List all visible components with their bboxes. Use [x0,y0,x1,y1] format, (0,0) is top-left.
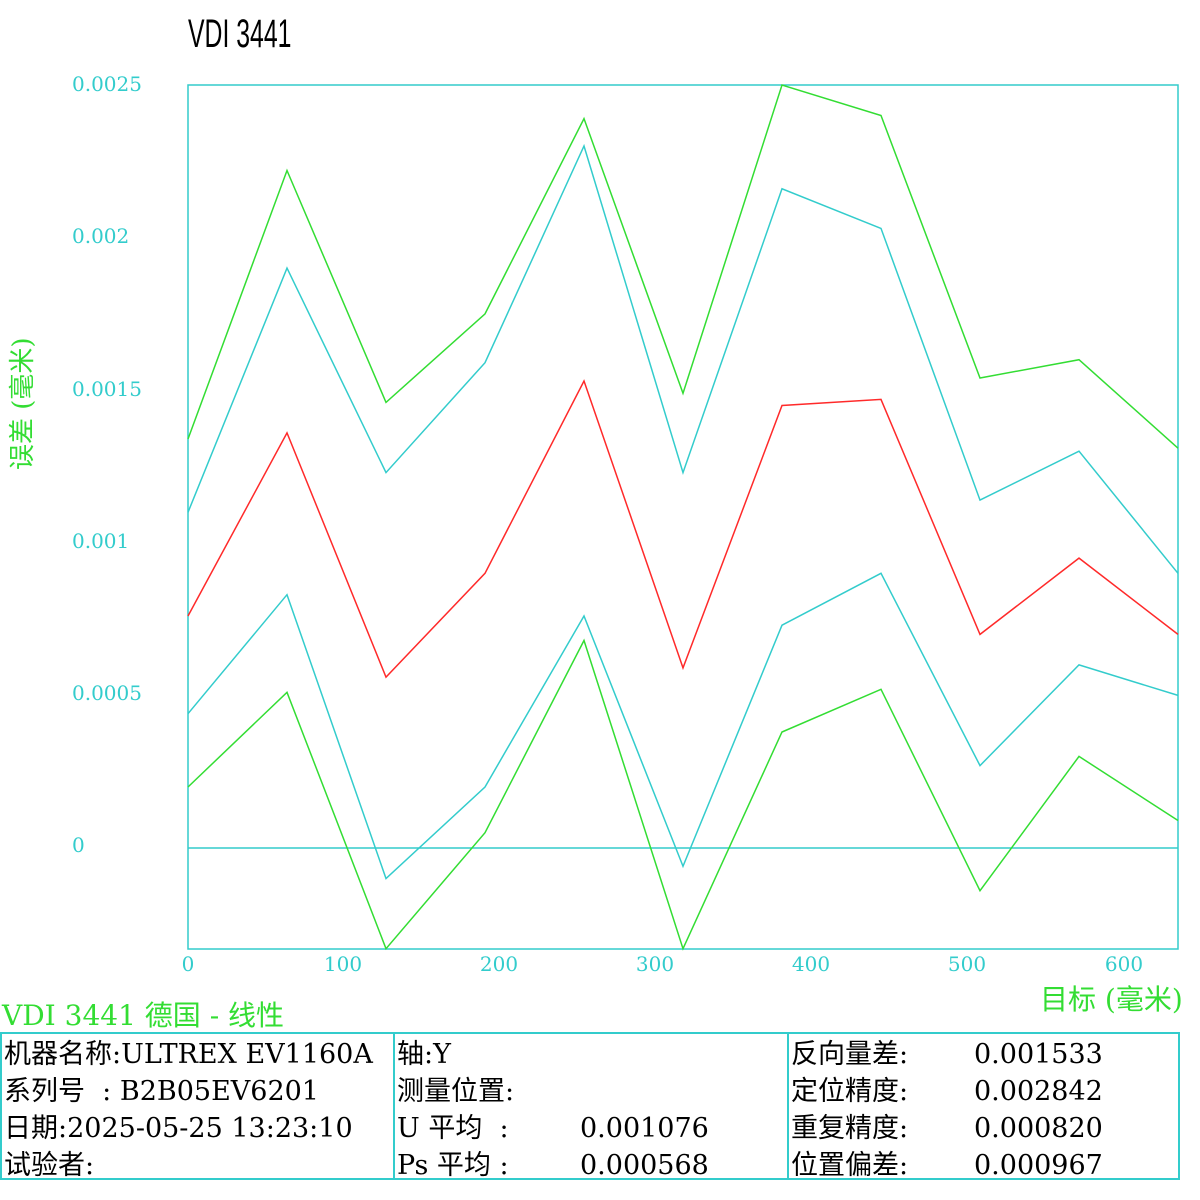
info-row: U 平均 : 0.001076 [397,1110,787,1147]
chart-subtitle: VDI 3441 德国 - 线性 [2,999,285,1032]
info-value: 2025-05-25 13:23:10 [67,1113,353,1144]
y-tick-label: 0 [72,833,85,857]
x-tick-label: 100 [323,952,363,976]
x-tick-label: 400 [791,952,831,976]
series-line-3 [187,379,1179,679]
info-value: 0.002842 [974,1076,1103,1107]
info-label: U 平均 : [397,1113,509,1144]
info-column-results: 反向量差: 0.001533 定位精度: 0.002842 重复精度: 0.00082… [789,1034,1178,1181]
info-value: ULTREX EV1160A [121,1039,373,1070]
info-label: 试验者: [4,1150,95,1181]
info-label: 反向量差: [791,1039,909,1070]
info-label: 日期: [4,1113,68,1144]
y-tick-label: 0.002 [72,224,130,248]
chart [187,84,1179,951]
info-label: Ps 平均 : [397,1150,509,1181]
info-row: Ps 平均 : 0.000568 [397,1147,787,1184]
x-axis-label: 目标 (毫米) [1040,983,1183,1016]
info-label: 定位精度: [791,1076,909,1107]
info-value: 0.001076 [580,1113,709,1144]
series-line-5 [187,638,1179,951]
y-tick-label: 0.001 [72,529,130,553]
y-tick-label: 0.0025 [72,72,142,96]
series-line-1 [187,84,1179,449]
series-line-4 [187,572,1179,880]
info-label: 机器名称: [4,1039,122,1070]
x-tick-label: 500 [947,952,987,976]
info-value: Y [433,1039,451,1070]
y-axis-label: 误差 (毫米) [8,337,38,470]
info-column-machine: 机器名称: ULTREX EV1160A 系列号 : B2B05EV6201 日期… [2,1034,395,1181]
info-value: 0.001533 [974,1039,1103,1070]
info-row: 日期: 2025-05-25 13:23:10 [4,1110,393,1147]
info-label: 轴: [397,1039,434,1070]
info-row: 重复精度: 0.000820 [791,1110,1178,1147]
series-line-2 [187,143,1179,574]
info-label: 系列号 : [4,1076,112,1107]
info-value: 0.000820 [974,1113,1103,1144]
x-tick-label: 0 [181,952,195,976]
info-row: 轴: Y [397,1036,787,1073]
info-label: 重复精度: [791,1113,909,1144]
info-label: 位置偏差: [791,1150,909,1181]
info-row: 位置偏差: 0.000967 [791,1147,1178,1184]
chart-title: VDI 3441 [188,12,292,56]
info-row: 测量位置: [397,1073,787,1110]
x-tick-label: 200 [479,952,519,976]
x-tick-label: 300 [635,952,675,976]
info-value: 0.000568 [580,1150,709,1181]
info-table: 机器名称: ULTREX EV1160A 系列号 : B2B05EV6201 日期… [0,1032,1180,1181]
info-row: 试验者: [4,1147,393,1184]
info-label: 测量位置: [397,1076,515,1107]
info-column-axis: 轴: Y 测量位置: U 平均 : 0.001076 Ps 平均 : 0.000568 [395,1034,789,1181]
y-tick-label: 0.0005 [72,681,142,705]
info-row: 反向量差: 0.001533 [791,1036,1178,1073]
x-tick-label: 600 [1104,952,1144,976]
info-value: B2B05EV6201 [111,1076,319,1107]
info-row: 定位精度: 0.002842 [791,1073,1178,1110]
info-row: 机器名称: ULTREX EV1160A [4,1036,393,1073]
info-value: 0.000967 [974,1150,1103,1181]
info-row: 系列号 : B2B05EV6201 [4,1073,393,1110]
y-tick-label: 0.0015 [72,377,142,401]
